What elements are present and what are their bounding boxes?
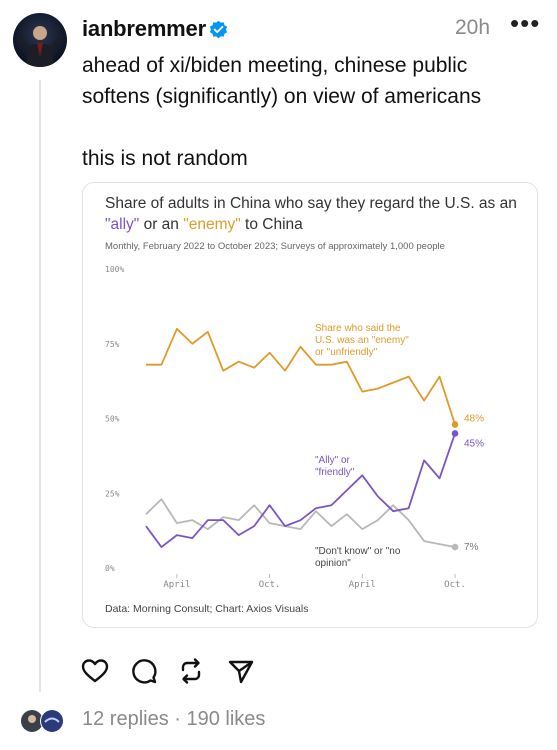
y-tick-label: 25% — [105, 489, 120, 498]
x-tick-label: Oct. — [444, 580, 466, 590]
chart-title-part: or an — [139, 216, 184, 233]
post-text-line: this is not random — [82, 147, 248, 170]
chart-plot: 100% 75% 50% 25% 0% April Oct. April Oct. 7% "Don'… — [105, 265, 484, 590]
series-label: "Don't know" or "no — [315, 546, 401, 557]
y-tick-label: 50% — [105, 415, 120, 424]
series-line — [146, 327, 456, 425]
x-tick-label: April — [349, 580, 376, 590]
chart-title-part: to China — [240, 216, 303, 233]
comment-icon[interactable] — [129, 656, 159, 686]
replier-avatars[interactable] — [20, 707, 68, 735]
y-tick-label: 0% — [105, 564, 115, 573]
x-tick-label: Oct. — [259, 580, 281, 590]
post-timestamp: 20h — [455, 16, 491, 39]
series-line — [145, 498, 456, 548]
series-label: or "unfriendly" — [315, 347, 378, 358]
share-icon[interactable] — [226, 656, 256, 686]
series-end-point — [451, 543, 459, 551]
chart-title-ally: "ally" — [105, 216, 140, 233]
more-icon[interactable]: ••• — [510, 8, 541, 38]
chart-title: Share of adults in China who say they re… — [105, 193, 525, 235]
author-avatar[interactable] — [13, 13, 67, 67]
y-tick-label: 75% — [105, 340, 120, 349]
chart-title-part: Share of adults in China who say they re… — [105, 195, 517, 212]
series-end-point — [451, 421, 459, 428]
post-body: ahead of xi/biden meeting, chinese publi… — [82, 50, 537, 174]
series-label: Share who said the — [315, 323, 401, 334]
series-end-label: 48% — [464, 413, 484, 424]
repost-icon[interactable] — [176, 656, 206, 686]
chart-subtitle: Monthly, February 2022 to October 2023; … — [105, 241, 445, 252]
thread-line — [39, 80, 41, 692]
verified-badge-icon — [209, 20, 228, 39]
y-tick-label: 100% — [105, 265, 124, 274]
series-end-label: 7% — [464, 542, 479, 553]
chart-title-enemy: "enemy" — [183, 216, 241, 233]
series-end-label: 45% — [464, 438, 484, 449]
series-label: "Ally" or — [315, 455, 351, 466]
chart-source: Data: Morning Consult; Chart: Axios Visu… — [105, 603, 309, 615]
series-line — [145, 433, 456, 548]
x-tick-label: April — [163, 580, 190, 590]
chart-image[interactable]: Share of adults in China who say they re… — [82, 182, 538, 628]
author-username[interactable]: ianbremmer — [82, 16, 206, 41]
like-heart-icon[interactable] — [80, 656, 110, 686]
post-text-line: ahead of xi/biden meeting, chinese publi… — [82, 54, 482, 108]
series-label: U.S. was an "enemy" — [315, 335, 409, 346]
post-stats[interactable]: 12 replies · 190 likes — [82, 708, 266, 730]
series-end-point — [451, 430, 459, 437]
series-label: "friendly" — [315, 467, 355, 478]
series-label: opinion" — [315, 558, 351, 569]
avatar-photo-icon — [16, 26, 64, 67]
